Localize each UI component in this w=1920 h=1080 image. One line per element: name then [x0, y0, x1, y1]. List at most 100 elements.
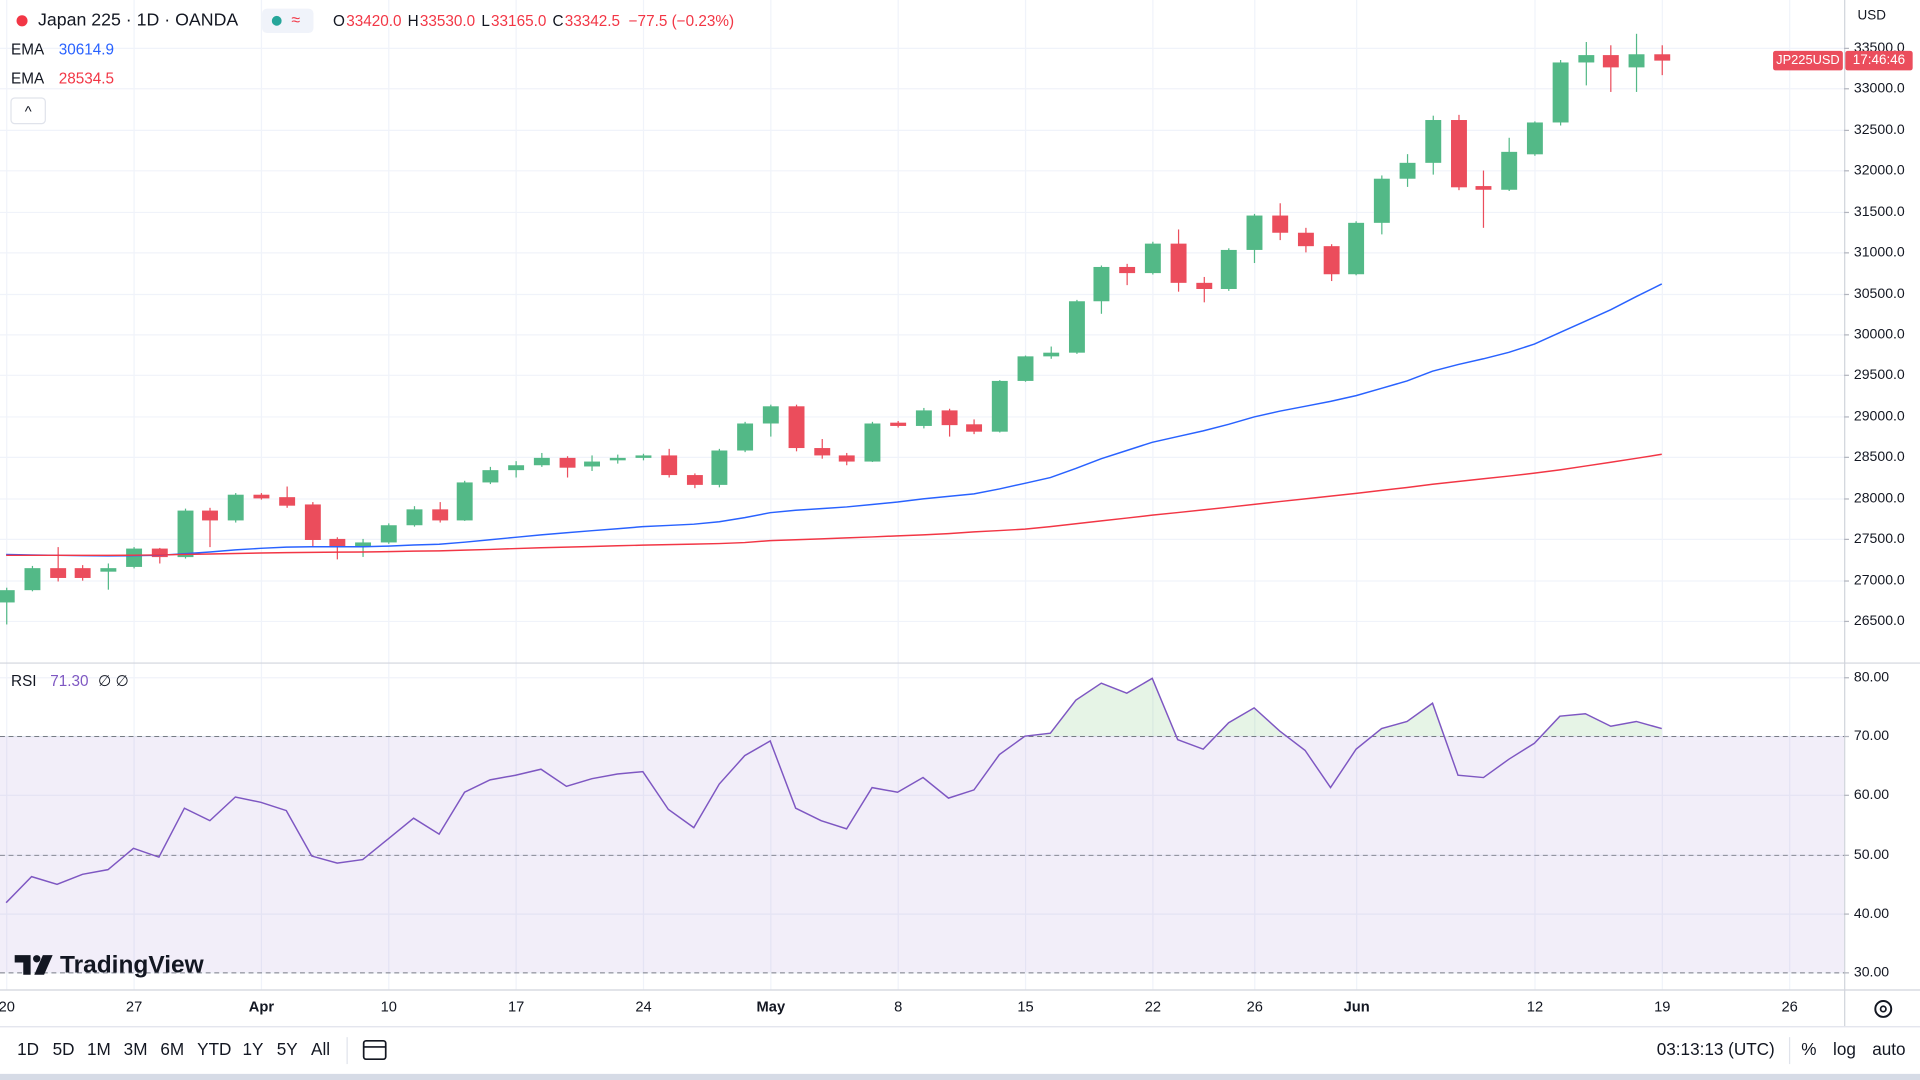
candle-body: [788, 406, 805, 449]
legend-value: 28534.5: [59, 71, 114, 88]
y-tick-label: 27500.0: [1854, 530, 1905, 546]
logo-glyph: [34, 955, 53, 975]
rsi-tick-label: 80.00: [1854, 668, 1889, 684]
legend-name: EMA: [11, 41, 45, 58]
candle-body: [177, 510, 194, 558]
rsi-name: RSI: [11, 673, 37, 690]
status-badge[interactable]: [262, 8, 314, 34]
ohlc-key: L: [481, 13, 490, 30]
legend-value: 30614.9: [59, 41, 114, 58]
y-tick-label: 27000.0: [1854, 572, 1905, 588]
y-tick-label: 26500.0: [1854, 612, 1905, 628]
candle-body: [1068, 301, 1085, 353]
collapse-icon: ^: [25, 105, 32, 121]
countdown: 17:46:46: [1853, 52, 1905, 67]
rsi-band: [0, 736, 1845, 973]
y-tick-label: 30000.0: [1854, 326, 1905, 342]
ohlc-key: O: [333, 13, 345, 30]
rsi-tick-label: 70.00: [1854, 727, 1889, 743]
candle-body: [227, 494, 244, 521]
x-tick-label: 22: [1145, 1000, 1161, 1016]
range-button[interactable]: YTD: [197, 1039, 231, 1059]
scale-option[interactable]: log: [1833, 1039, 1856, 1059]
x-tick-label: 19: [1654, 1000, 1670, 1016]
x-tick-label: May: [757, 1000, 786, 1016]
gear-center: [1879, 1005, 1887, 1013]
rsi-tick-label: 60.00: [1854, 786, 1889, 802]
collapse-button[interactable]: [10, 97, 46, 125]
candle-body: [380, 525, 397, 543]
candle-body: [1373, 178, 1390, 223]
candle-body: [584, 461, 600, 467]
candle-body: [1578, 55, 1595, 63]
candle-body: [482, 470, 499, 483]
ohlc-key: C: [552, 13, 563, 30]
indicator-legend: EMA 30614.9 EMA 28534.5 RSI 71.30 ∅ ∅: [11, 41, 129, 690]
brand-logo: TradingView: [14, 952, 205, 979]
calendar-icon[interactable]: [362, 1039, 387, 1061]
candle-body: [864, 423, 881, 462]
candle-body: [24, 568, 41, 591]
x-tick-label: 8: [894, 1000, 902, 1016]
x-tick-label: 26: [1782, 1000, 1798, 1016]
range-button[interactable]: 1M: [87, 1039, 111, 1059]
candle-body: [737, 423, 754, 451]
range-button[interactable]: 5Y: [277, 1039, 299, 1059]
candle-body: [762, 406, 779, 424]
y-tick-label: 32000.0: [1854, 162, 1905, 178]
ohlc-value: 33530.0: [420, 13, 475, 30]
range-button[interactable]: 6M: [160, 1039, 184, 1059]
candle-body: [991, 380, 1008, 432]
range-button[interactable]: All: [311, 1039, 330, 1059]
candle-body: [635, 455, 652, 458]
symbol-dot: [16, 15, 28, 27]
range-button[interactable]: 1D: [17, 1039, 39, 1059]
candle-body: [941, 410, 958, 426]
candle-body: [1526, 122, 1543, 155]
candle-body: [1220, 249, 1237, 289]
price-tag-bg: [1845, 50, 1913, 71]
candle-body: [406, 509, 423, 526]
candle-body: [1144, 243, 1161, 274]
candle-body: [1425, 120, 1442, 163]
candle-body: [1170, 243, 1187, 283]
candle-body: [304, 504, 321, 540]
candle-body: [559, 457, 576, 468]
candle-body: [1399, 162, 1416, 179]
range-button[interactable]: 1Y: [242, 1039, 264, 1059]
logo-glyph: [14, 955, 31, 975]
price-pane: [0, 33, 1671, 625]
ohlc-value: 33342.5: [565, 13, 620, 30]
toolbar: 1D 5D 1M 3M 6M YTD 1Y 5Y All% log auto: [17, 1039, 1905, 1059]
rsi-pane: [0, 677, 1845, 974]
range-button[interactable]: 5D: [53, 1039, 75, 1059]
candle-body: [1323, 246, 1340, 275]
overbought-fill: [1024, 678, 1662, 737]
brand-name: TradingView: [60, 952, 205, 979]
scale-option[interactable]: %: [1801, 1039, 1816, 1059]
candle-body: [1017, 356, 1034, 381]
candle-body: [1093, 266, 1110, 302]
candle-body: [432, 509, 449, 521]
candle-body: [814, 448, 831, 456]
candle-body: [1475, 186, 1492, 190]
candle-body: [966, 424, 983, 432]
candle-body: [0, 590, 15, 603]
rsi-line: [5, 677, 1662, 904]
candle-body: [890, 422, 907, 426]
ohlc-value: 33420.0: [346, 13, 401, 30]
range-button[interactable]: 3M: [124, 1039, 148, 1059]
candle-body: [1348, 222, 1365, 275]
candle-body: [1297, 232, 1314, 247]
candle-body: [1501, 151, 1518, 190]
rsi-params: ∅ ∅: [98, 673, 129, 690]
rsi-tick-label: 30.00: [1854, 964, 1889, 980]
candle-body: [50, 568, 67, 578]
clock: 03:13:13 (UTC): [1657, 1039, 1775, 1059]
candle-body: [126, 548, 143, 567]
y-tick-label: 29000.0: [1854, 408, 1905, 424]
settings-icon[interactable]: [1874, 1000, 1893, 1018]
candle-body: [915, 410, 932, 426]
y-tick-label: 31000.0: [1854, 244, 1905, 260]
scale-option[interactable]: auto: [1872, 1039, 1905, 1059]
